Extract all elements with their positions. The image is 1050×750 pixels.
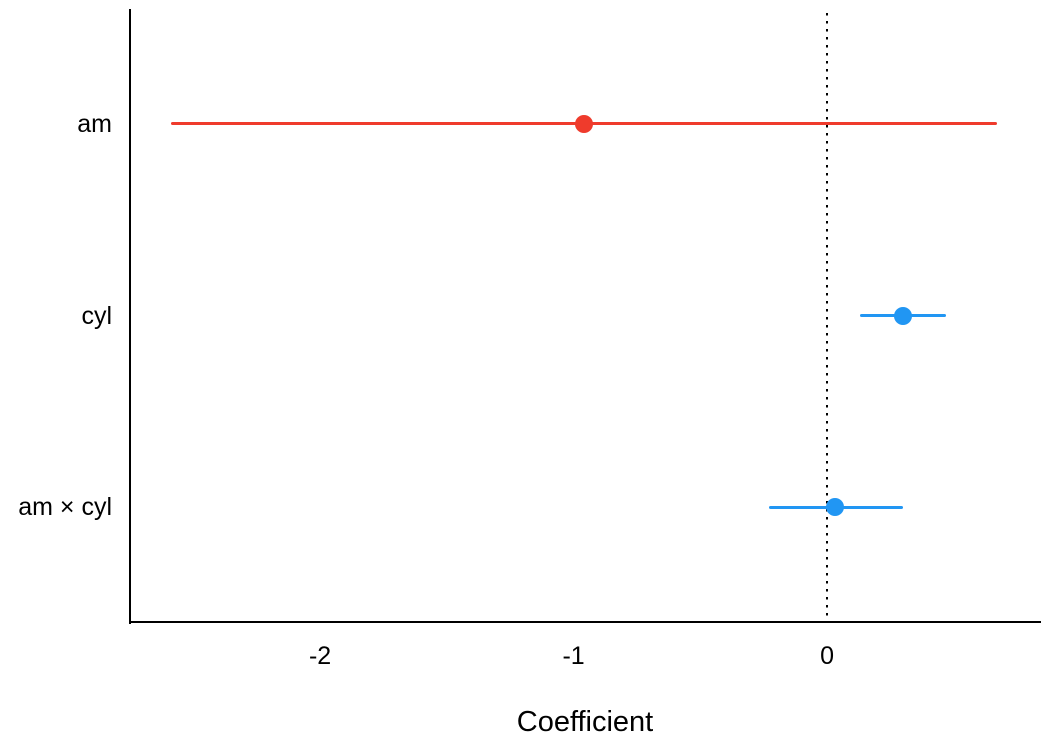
x-tick-label: -1 — [562, 642, 585, 670]
y-axis-label: cyl — [81, 301, 112, 330]
x-axis-title: Coefficient — [516, 706, 654, 738]
estimate-point — [825, 498, 844, 517]
zero-reference-line — [826, 13, 829, 621]
x-axis-line — [129, 621, 1041, 623]
y-axis-label: am — [77, 109, 112, 138]
y-axis-label: am × cyl — [18, 493, 112, 522]
y-axis-line — [129, 9, 131, 624]
x-tick-label: 0 — [820, 642, 835, 670]
estimate-point — [894, 306, 913, 325]
estimate-point — [574, 114, 593, 133]
x-tick-label: -2 — [308, 642, 332, 670]
